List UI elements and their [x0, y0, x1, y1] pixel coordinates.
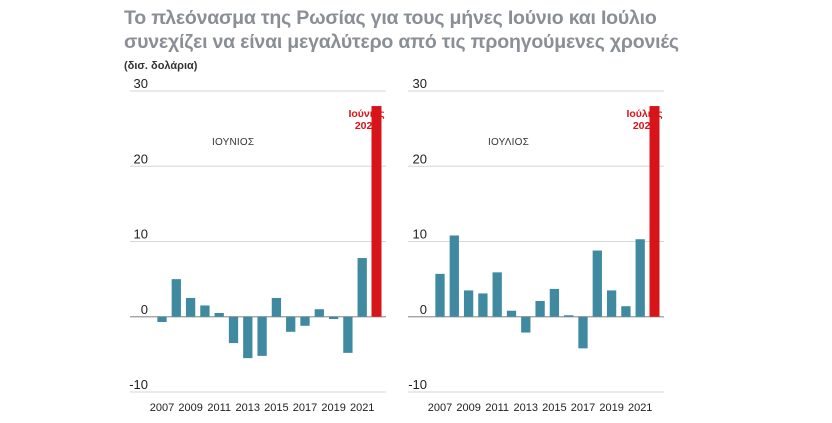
panel-2-bar-2012: [506, 310, 517, 317]
title-line-1: Το πλεόνασμα της Ρωσίας για τους μήνες Ι…: [124, 7, 657, 29]
panel-2-bar-2018: [592, 250, 602, 317]
panel-1-ytick-label: -10: [129, 377, 148, 392]
panel-1-bar-2020: [343, 316, 353, 353]
panel-1-xtick-label: 2011: [207, 402, 231, 414]
panel-1-highlight-label-month: Ιούνιος: [348, 108, 385, 120]
panel-1-bar-2018: [314, 309, 324, 317]
panel-1-bar-2014: [257, 316, 267, 356]
panel-2-bar-2019: [606, 290, 617, 317]
panel-2-bar-2011: [492, 272, 502, 317]
panel-2-highlight-label-year: 2022: [633, 120, 657, 132]
panel-1-xtick-label: 2019: [321, 402, 345, 414]
panel-1-ytick-label: 10: [134, 227, 148, 242]
unit-label: (δισ. δολάρια): [124, 60, 198, 72]
panel-2-highlight-label-month: Ιούλιος: [626, 108, 663, 120]
panel-1-xtick-label: 2015: [264, 402, 288, 414]
panel-1-bar-2015: [271, 297, 282, 317]
panel-2-xtick-label: 2007: [428, 402, 452, 414]
panel-2-bar-2013: [521, 316, 531, 333]
panel-1-ytick-label: 20: [134, 151, 148, 166]
panel-1-month-label: ΙΟΥΝΙΟΣ: [212, 137, 254, 148]
panel-2-xtick-label: 2019: [599, 402, 623, 414]
panel-1-bar-2019: [328, 316, 339, 320]
panel-2-ytick-label: 20: [413, 151, 427, 166]
panel-1-xtick-label: 2009: [178, 402, 202, 414]
panel-1-bar-2007: [157, 316, 167, 323]
panel-2-bar-2009: [463, 290, 474, 317]
chart-title: Το πλεόνασμα της Ρωσίας για τους μήνες Ι…: [124, 6, 764, 54]
panel-2-month-label: ΙΟΥΛΙΟΣ: [488, 137, 529, 148]
panel-1-bar-2017: [300, 316, 310, 326]
panel-1-bar-2012: [228, 316, 239, 344]
panel-1-xtick-label: 2017: [293, 402, 317, 414]
panel-2-bar-2015: [549, 288, 560, 317]
panel-2-highlight-bar: [649, 106, 660, 317]
panel-1-highlight-bar: [371, 106, 382, 317]
panel-1-bar-2016: [286, 316, 296, 332]
panel-2-bar-2007: [435, 273, 445, 317]
panel-2-ytick-label: 0: [420, 302, 427, 317]
panel-2-bar-2008: [449, 235, 459, 317]
panel-1-xtick-label: 2007: [150, 402, 174, 414]
panel-1-bar-2013: [243, 316, 253, 359]
panel-2-bar-2010: [478, 293, 488, 317]
panel-2-xtick-label: 2011: [485, 402, 509, 414]
panel-1-xtick-label: 2013: [236, 402, 260, 414]
panel-2-bar-2021: [635, 239, 645, 317]
panel-1-ytick-label: 30: [134, 76, 148, 91]
panel-2-xtick-label: 2013: [514, 402, 538, 414]
panel-2-bar-2017: [578, 316, 588, 349]
title-line-2: συνεχίζει να είναι μεγαλύτερο από τις πρ…: [124, 31, 679, 53]
panel-1-bar-2009: [185, 297, 196, 317]
panel-2-xtick-label: 2021: [628, 402, 652, 414]
panel-1-xtick-label: 2021: [350, 402, 374, 414]
panel-2-xtick-label: 2017: [571, 402, 595, 414]
panel-2-bar-2016: [564, 315, 574, 317]
panel-2-bar-2014: [535, 300, 545, 317]
panel-1-bar-2021: [357, 258, 367, 317]
panel-2-ytick-label: -10: [408, 377, 427, 392]
panel-2-bar-2020: [621, 306, 631, 317]
panel-1-highlight-label-year: 2022: [355, 120, 379, 132]
panel-1-bar-2011: [214, 312, 224, 317]
panel-1-ytick-label: 0: [141, 302, 148, 317]
panel-2-xtick-label: 2009: [456, 402, 480, 414]
panel-1-bar-2010: [200, 305, 210, 317]
panel-2-ytick-label: 30: [413, 76, 427, 91]
panel-2-xtick-label: 2015: [542, 402, 566, 414]
panel-2-ytick-label: 10: [413, 227, 427, 242]
panel-1-bar-2008: [171, 279, 181, 317]
